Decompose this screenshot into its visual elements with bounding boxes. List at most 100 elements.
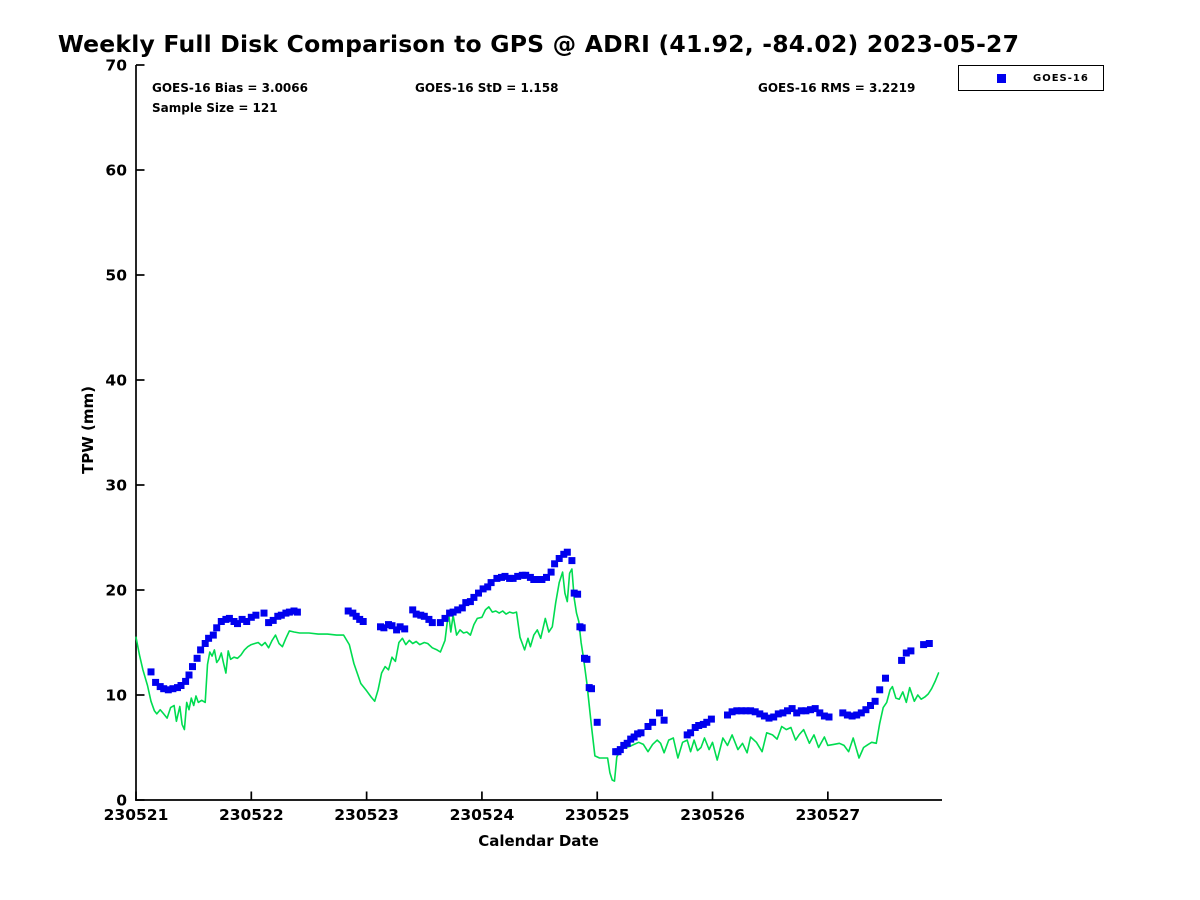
y-tick-label: 70 bbox=[105, 57, 127, 75]
goes16-point bbox=[501, 572, 509, 580]
goes16-point bbox=[811, 705, 819, 713]
goes16-point bbox=[269, 616, 277, 624]
goes16-point bbox=[555, 555, 563, 562]
goes16-point bbox=[388, 622, 396, 630]
goes16-point bbox=[637, 729, 645, 737]
goes16-point bbox=[217, 618, 225, 625]
goes16-point bbox=[522, 571, 530, 579]
goes16-point bbox=[547, 568, 555, 576]
goes16-point bbox=[265, 619, 273, 627]
goes16-point bbox=[902, 649, 910, 657]
goes16-point bbox=[493, 574, 501, 582]
goes16-point bbox=[857, 709, 865, 717]
goes16-point bbox=[164, 686, 172, 694]
goes16-point bbox=[238, 615, 246, 623]
x-tick-label: 230524 bbox=[450, 806, 515, 824]
goes16-point bbox=[770, 713, 778, 721]
goes16-point bbox=[687, 729, 695, 737]
goes16-point bbox=[409, 606, 417, 614]
goes16-point bbox=[779, 709, 787, 717]
goes16-point bbox=[588, 685, 595, 693]
goes16-point bbox=[530, 576, 538, 583]
goes16-point bbox=[209, 631, 217, 639]
goes16-point bbox=[920, 641, 928, 649]
goes16-point bbox=[197, 646, 205, 654]
goes16-point bbox=[616, 746, 624, 754]
stat-sample-size: Sample Size = 121 bbox=[152, 101, 278, 115]
goes16-point bbox=[260, 609, 268, 617]
goes16-point bbox=[843, 711, 851, 719]
goes16-point bbox=[428, 619, 436, 627]
x-tick-label: 230523 bbox=[334, 806, 399, 824]
goes16-point bbox=[578, 624, 586, 632]
goes16-point bbox=[514, 572, 522, 580]
goes16-point bbox=[243, 618, 251, 625]
goes16-point bbox=[760, 712, 768, 720]
goes16-point bbox=[436, 619, 444, 627]
goes16-point bbox=[751, 708, 759, 716]
goes16-point bbox=[853, 711, 861, 719]
goes16-point bbox=[160, 685, 168, 693]
goes16-point bbox=[458, 604, 466, 612]
goes16-point bbox=[420, 612, 428, 620]
x-tick-label: 230527 bbox=[795, 806, 860, 824]
legend-goes16-label: GOES-16 bbox=[1033, 72, 1089, 84]
stat-rms: GOES-16 RMS = 3.2219 bbox=[758, 81, 916, 95]
goes16-point bbox=[756, 710, 764, 718]
goes16-point bbox=[807, 706, 814, 714]
goes16-point bbox=[707, 715, 715, 723]
y-tick-label: 30 bbox=[105, 477, 127, 495]
goes16-point bbox=[867, 702, 874, 709]
goes16-point bbox=[765, 714, 773, 722]
goes16-point bbox=[737, 707, 745, 715]
goes16-point bbox=[563, 548, 571, 556]
goes16-point bbox=[876, 686, 884, 694]
y-tick-label: 50 bbox=[105, 267, 127, 285]
goes16-point bbox=[177, 682, 185, 689]
x-axis-label: Calendar Date bbox=[478, 832, 599, 850]
goes16-point bbox=[848, 712, 856, 720]
goes16-point bbox=[169, 685, 177, 693]
goes16-point bbox=[644, 723, 652, 730]
goes16-point bbox=[396, 623, 404, 631]
goes16-point bbox=[470, 593, 478, 601]
goes16-point bbox=[412, 610, 420, 618]
stat-std: GOES-16 StD = 1.158 bbox=[415, 81, 559, 95]
goes16-point bbox=[820, 712, 828, 720]
legend-box: GOES-16 bbox=[958, 65, 1104, 91]
goes16-point bbox=[252, 611, 260, 619]
goes16-point bbox=[816, 709, 824, 717]
goes16-point bbox=[147, 668, 155, 676]
goes16-point bbox=[907, 647, 915, 655]
goes16-point bbox=[359, 618, 367, 625]
goes16-point bbox=[703, 718, 711, 726]
goes16-point bbox=[201, 640, 209, 647]
goes16-point bbox=[839, 709, 847, 717]
goes16-point bbox=[487, 579, 495, 587]
goes16-point bbox=[695, 722, 703, 729]
goes16-point bbox=[193, 654, 201, 662]
goes16-point bbox=[285, 608, 293, 616]
chart-title: Weekly Full Disk Comparison to GPS @ ADR… bbox=[57, 30, 1020, 58]
goes16-point bbox=[747, 707, 755, 715]
goes16-point bbox=[793, 709, 801, 717]
goes16-point bbox=[462, 599, 470, 607]
goes16-point bbox=[234, 620, 241, 628]
goes16-point bbox=[656, 709, 663, 717]
goes16-point bbox=[293, 608, 301, 616]
goes16-point bbox=[247, 613, 255, 621]
goes16-point bbox=[449, 608, 457, 616]
goes16-point bbox=[871, 697, 879, 705]
y-tick-label: 0 bbox=[116, 792, 127, 810]
x-tick-label: 230521 bbox=[104, 806, 169, 824]
legend-goes16-swatch-icon bbox=[997, 73, 1006, 83]
goes16-point bbox=[277, 611, 285, 619]
goes16-point bbox=[568, 557, 576, 565]
x-tick-label: 230526 bbox=[680, 806, 745, 824]
goes16-point bbox=[401, 625, 409, 633]
goes16-point bbox=[344, 607, 352, 615]
goes16-point bbox=[862, 706, 870, 714]
goes16-point bbox=[152, 678, 160, 686]
goes16-point bbox=[649, 718, 657, 726]
goes16-point bbox=[509, 574, 517, 582]
